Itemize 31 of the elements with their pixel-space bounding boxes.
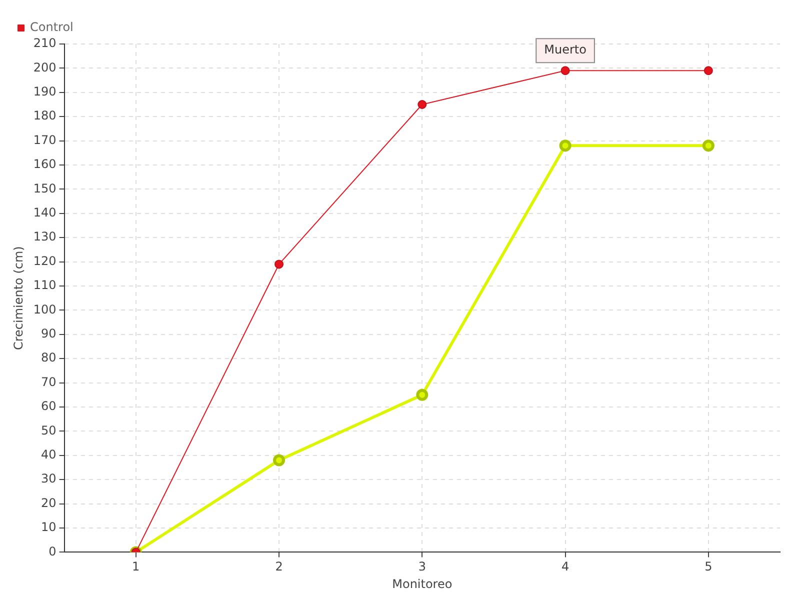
y-tick-label: 130 — [33, 230, 56, 244]
y-tick-label: 90 — [41, 326, 56, 341]
y-tick-label: 70 — [41, 374, 56, 389]
x-tick-label: 1 — [132, 560, 140, 574]
x-axis-title: Monitoreo — [392, 576, 452, 591]
y-tick-label: 150 — [33, 181, 56, 196]
y-tick-label: 60 — [41, 399, 56, 414]
y-tick-label: 190 — [33, 84, 56, 99]
y-tick-label: 160 — [33, 157, 56, 172]
x-tick-label: 4 — [561, 560, 570, 574]
annotation: Muerto — [544, 42, 586, 57]
x-tick-label: 5 — [704, 560, 712, 574]
y-axis-title: Crecimiento (cm) — [11, 246, 26, 350]
y-tick-label: 0 — [48, 544, 56, 558]
y-tick-label: 20 — [41, 496, 56, 510]
x-tick-label: 3 — [418, 560, 426, 574]
y-tick-label: 210 — [33, 36, 56, 50]
legend-label: Control — [30, 20, 74, 34]
y-tick-label: 10 — [41, 520, 56, 534]
y-tick-label: 30 — [41, 472, 56, 486]
y-tick-label: 120 — [33, 254, 56, 268]
y-tick-label: 170 — [33, 132, 56, 147]
y-tick-label: 140 — [33, 206, 56, 220]
y-tick-label: 200 — [33, 60, 56, 74]
y-tick-label: 50 — [41, 423, 56, 438]
y-tick-label: 180 — [33, 108, 56, 123]
y-tick-label: 40 — [41, 448, 56, 462]
x-tick-label: 2 — [275, 560, 283, 574]
y-tick-label: 100 — [33, 302, 56, 316]
y-tick-label: 110 — [33, 278, 56, 292]
y-tick-label: 80 — [41, 350, 56, 365]
